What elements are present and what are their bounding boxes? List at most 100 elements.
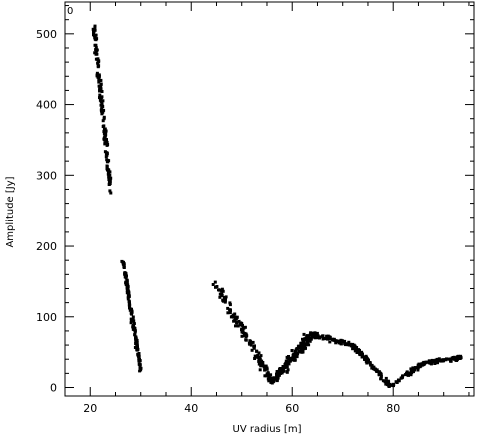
- data-point: [274, 376, 278, 380]
- data-point: [121, 262, 125, 266]
- data-point: [226, 306, 230, 310]
- data-point: [100, 107, 104, 110]
- data-point: [236, 324, 240, 328]
- data-point: [224, 295, 228, 299]
- data-point: [108, 189, 112, 193]
- data-point: [284, 359, 288, 363]
- data-point: [99, 88, 102, 92]
- data-point: [361, 352, 364, 356]
- data-point: [126, 297, 130, 301]
- data-point: [305, 334, 309, 338]
- data-point: [129, 321, 133, 325]
- data-point: [378, 371, 382, 375]
- data-point: [228, 311, 232, 315]
- data-point: [318, 335, 322, 339]
- data-point: [353, 346, 357, 350]
- data-point: [397, 378, 401, 382]
- data-point: [405, 372, 408, 376]
- data-point: [102, 127, 106, 131]
- data-point: [93, 51, 97, 55]
- data-point: [253, 354, 257, 358]
- data-point: [223, 300, 227, 304]
- data-point: [221, 289, 225, 293]
- data-point: [423, 360, 427, 364]
- data-point: [436, 361, 439, 365]
- data-point: [95, 71, 99, 75]
- data-point: [294, 348, 298, 352]
- data-point: [95, 52, 99, 56]
- data-point: [228, 303, 232, 307]
- data-point: [368, 361, 372, 364]
- data-point: [298, 350, 302, 354]
- data-point: [283, 362, 287, 366]
- data-point: [232, 319, 236, 323]
- data-point: [315, 331, 319, 335]
- data-point: [100, 105, 104, 109]
- data-point: [129, 307, 133, 311]
- data-point: [97, 64, 101, 68]
- data-point: [139, 366, 143, 370]
- data-point: [300, 347, 304, 351]
- data-point: [258, 368, 262, 372]
- data-point: [243, 325, 247, 329]
- data-point: [103, 132, 107, 136]
- data-point: [350, 343, 354, 347]
- data-point: [98, 98, 102, 102]
- data-point: [257, 359, 261, 363]
- data-point: [126, 289, 130, 293]
- data-point: [135, 341, 139, 345]
- data-point: [242, 326, 245, 330]
- data-point: [108, 182, 112, 186]
- data-point: [260, 363, 264, 367]
- y-tick-label: 300: [36, 169, 57, 182]
- data-point: [339, 342, 343, 346]
- data-point: [388, 383, 392, 387]
- data-point: [323, 337, 327, 340]
- data-point: [416, 368, 420, 372]
- y-tick-label: 500: [36, 28, 57, 41]
- data-point: [97, 73, 101, 77]
- data-point: [96, 57, 100, 61]
- data-point: [416, 366, 420, 370]
- data-point: [250, 348, 254, 352]
- data-point: [410, 371, 414, 375]
- data-point: [342, 340, 346, 344]
- data-point: [304, 343, 308, 347]
- data-point: [353, 349, 357, 353]
- data-point: [270, 377, 274, 380]
- data-point: [122, 266, 126, 269]
- data-point: [123, 271, 127, 275]
- data-point: [102, 124, 106, 128]
- data-point: [237, 319, 241, 323]
- data-point: [135, 348, 139, 352]
- data-point: [217, 288, 221, 292]
- data-point: [275, 377, 279, 381]
- data-point: [127, 299, 131, 303]
- data-point: [392, 383, 396, 386]
- data-point: [95, 73, 99, 77]
- data-point: [409, 367, 413, 371]
- data-point: [125, 286, 129, 290]
- data-point: [292, 352, 296, 356]
- data-point: [339, 338, 343, 342]
- data-point: [289, 358, 293, 362]
- data-point: [240, 327, 244, 331]
- data-point: [300, 345, 304, 349]
- data-point: [91, 27, 95, 31]
- data-point: [303, 345, 307, 349]
- data-point: [252, 345, 256, 349]
- data-point: [234, 324, 237, 328]
- data-point: [300, 341, 304, 345]
- data-point: [302, 342, 306, 346]
- panel-label: 0: [67, 6, 73, 17]
- data-point: [455, 359, 459, 362]
- data-point: [379, 377, 383, 381]
- data-point: [221, 298, 225, 302]
- data-point: [107, 180, 111, 184]
- data-point: [412, 368, 416, 372]
- data-point: [127, 303, 131, 307]
- data-point: [448, 357, 452, 361]
- data-point: [262, 365, 266, 369]
- data-point: [298, 346, 302, 350]
- data-point: [134, 338, 138, 342]
